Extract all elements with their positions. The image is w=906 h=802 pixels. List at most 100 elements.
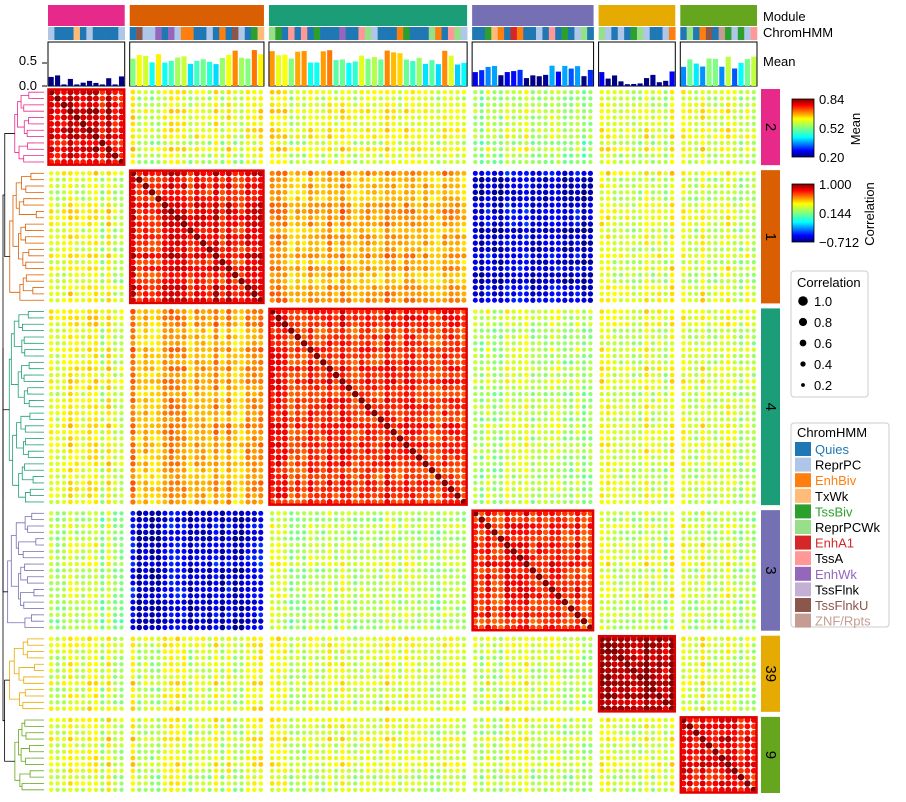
heatmap-cell: [549, 221, 555, 227]
heatmap-cell: [410, 134, 416, 139]
heatmap-cell: [498, 134, 503, 139]
heatmap-cell: [200, 183, 207, 189]
heatmap-cell: [118, 95, 125, 102]
heatmap-cell: [143, 480, 149, 486]
heatmap-cell: [681, 221, 686, 227]
heatmap-cell: [156, 140, 161, 146]
dendrogram-link: [31, 614, 40, 622]
heatmap-cell: [181, 271, 187, 278]
heatmap-cell: [637, 209, 643, 214]
heatmap-cell: [657, 279, 662, 284]
mean-bar: [371, 57, 377, 86]
heatmap-block-1-2: [48, 170, 124, 303]
heatmap-cell: [372, 159, 377, 165]
heatmap-cell: [288, 196, 294, 202]
heatmap-cell: [644, 209, 649, 214]
heatmap-cell: [511, 134, 516, 139]
heatmap-cell: [650, 153, 656, 158]
heatmap-cell: [269, 134, 275, 140]
heatmap-cell: [650, 253, 656, 259]
heatmap-cell: [74, 442, 80, 448]
heatmap-cell: [93, 360, 99, 365]
heatmap-cell: [461, 159, 467, 165]
heatmap-cell: [87, 272, 92, 278]
heatmap-cell: [106, 297, 112, 303]
heatmap-cell: [156, 372, 161, 378]
heatmap-cell: [599, 272, 605, 278]
heatmap-cell: [67, 417, 73, 422]
heatmap-cell: [106, 291, 112, 297]
heatmap-cell: [625, 279, 630, 284]
heatmap-cell: [73, 152, 80, 159]
heatmap-cell: [663, 183, 668, 189]
heatmap-cell: [725, 102, 731, 108]
heatmap-cell: [314, 134, 320, 139]
heatmap-cell: [93, 234, 99, 240]
chromhmm-cell: [67, 27, 74, 40]
heatmap-cell: [555, 285, 561, 290]
heatmap-cell: [687, 147, 693, 152]
heatmap-cell: [149, 309, 155, 314]
heatmap-cell: [657, 285, 662, 290]
heatmap-cell: [48, 291, 54, 297]
heatmap-cell: [391, 202, 397, 208]
heatmap-cell: [378, 121, 384, 127]
heatmap-cell: [136, 436, 142, 441]
heatmap-cell: [410, 202, 416, 208]
heatmap-cell: [669, 102, 675, 108]
heatmap-cell: [700, 170, 706, 176]
heatmap-cell: [397, 247, 403, 252]
heatmap-cell: [700, 259, 705, 265]
heatmap-cell: [435, 208, 441, 214]
heatmap-cell: [238, 272, 245, 278]
heatmap-cell: [669, 202, 675, 208]
mean-bar: [48, 76, 54, 86]
heatmap-cell: [555, 278, 562, 284]
heatmap-cell: [575, 159, 580, 165]
heatmap-cell: [423, 96, 428, 101]
heatmap-cell: [245, 259, 251, 266]
heatmap-cell: [275, 297, 282, 303]
heatmap-cell: [136, 353, 142, 359]
chromhmm-cell: [99, 27, 106, 40]
heatmap-cell: [700, 96, 705, 101]
heatmap-cell: [637, 121, 643, 127]
heatmap-cell: [61, 266, 67, 271]
heatmap-cell: [435, 240, 441, 246]
heatmap-cell: [112, 436, 118, 441]
mean-bar: [106, 78, 112, 86]
mean-panel-39: [598, 41, 676, 87]
heatmap-cell: [119, 385, 124, 390]
heatmap-cell: [524, 183, 529, 189]
heatmap-cell: [119, 177, 124, 182]
heatmap-cell: [455, 146, 460, 152]
heatmap-cell: [119, 328, 124, 333]
mean-bar: [751, 56, 757, 86]
heatmap-cell: [168, 442, 174, 448]
heatmap-cell: [725, 108, 731, 114]
heatmap-cell: [87, 285, 92, 290]
heatmap-cell: [461, 228, 467, 233]
heatmap-cell: [226, 429, 232, 435]
heatmap-cell: [245, 397, 251, 403]
heatmap-cell: [314, 240, 320, 246]
heatmap-cell: [581, 128, 587, 133]
heatmap-cell: [498, 272, 504, 278]
heatmap-cell: [442, 278, 448, 284]
heatmap-cell: [80, 291, 86, 297]
heatmap-cell: [200, 195, 207, 202]
heatmap-cell: [275, 259, 282, 265]
heatmap-cell: [105, 152, 112, 159]
heatmap-cell: [232, 147, 238, 152]
heatmap-cell: [455, 278, 460, 284]
heatmap-cell: [713, 183, 718, 189]
heatmap-cell: [422, 183, 429, 189]
heatmap-cell: [587, 240, 594, 246]
heatmap-cell: [650, 221, 656, 227]
heatmap-cell: [618, 121, 624, 127]
mean-bar: [643, 78, 650, 86]
heatmap-cell: [416, 183, 422, 189]
heatmap-cell: [48, 234, 54, 240]
mean-bar: [74, 84, 80, 86]
heatmap-cell: [149, 265, 156, 272]
